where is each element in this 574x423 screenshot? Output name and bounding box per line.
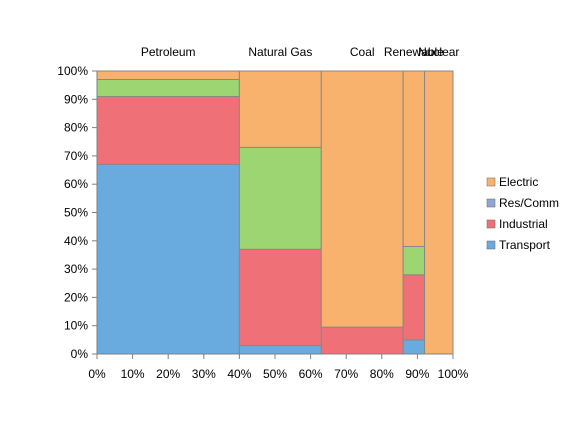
legend-swatch-transport (486, 240, 496, 250)
segment-coal-industrial (320, 326, 404, 355)
category-label-coal: Coal (350, 45, 375, 59)
x-tick-label: 70% (334, 367, 358, 381)
segment-renewable-industrial (402, 274, 426, 341)
category-label-natural-gas: Natural Gas (248, 45, 312, 59)
segment-petroleum-transport (96, 163, 240, 355)
x-axis-ticks: 0% 10% 20% 30% 40% 50% 60% 70% 80% 90% 100% (88, 354, 469, 381)
segment-renewable-transport (402, 339, 426, 355)
segment-coal-electric (320, 70, 404, 328)
chart-segments (96, 70, 454, 355)
x-tick-label: 100% (438, 367, 469, 381)
segment-nuclear-electric (424, 70, 454, 355)
y-axis-ticks: 0% 10% 20% 30% 40% 50% 60% 70% 80% 90% 100% (57, 64, 97, 361)
x-tick-label: 20% (156, 367, 180, 381)
segment-petroleum-electric (96, 70, 240, 80)
x-tick-label: 60% (299, 367, 323, 381)
x-tick-label: 0% (88, 367, 106, 381)
legend-label-electric: Electric (499, 175, 538, 189)
y-tick-label: 10% (64, 319, 88, 333)
legend-swatch-industrial (486, 219, 496, 229)
y-tick-label: 50% (64, 206, 88, 220)
segment-renewable-res-comm (402, 245, 426, 276)
segment-natural-gas-industrial (238, 248, 322, 347)
y-tick-label: 0% (71, 347, 89, 361)
y-tick-label: 60% (64, 177, 88, 191)
legend-swatch-electric (486, 177, 496, 187)
legend-swatch-res-comm (486, 198, 496, 208)
x-tick-label: 40% (227, 367, 251, 381)
y-tick-label: 90% (64, 92, 88, 106)
segment-natural-gas-res-comm (238, 146, 322, 250)
legend-label-transport: Transport (499, 238, 551, 252)
y-tick-label: 80% (64, 121, 88, 135)
x-tick-label: 30% (192, 367, 216, 381)
legend-label-res-comm: Res/Comm (499, 196, 559, 210)
segment-renewable-electric (402, 70, 426, 247)
category-label-petroleum: Petroleum (141, 45, 196, 59)
y-tick-label: 100% (57, 64, 88, 78)
chart-legend: Electric Res/Comm Industrial Transport (486, 175, 559, 252)
y-tick-label: 30% (64, 262, 88, 276)
x-tick-label: 50% (263, 367, 287, 381)
x-tick-label: 90% (405, 367, 429, 381)
y-tick-label: 20% (64, 290, 88, 304)
segment-petroleum-res-comm (96, 78, 240, 97)
x-tick-label: 10% (121, 367, 145, 381)
legend-label-industrial: Industrial (499, 217, 548, 231)
category-label-nuclear: Nuclear (418, 45, 459, 59)
category-label-renewable: Renewable (384, 45, 444, 59)
segment-natural-gas-transport (238, 345, 322, 355)
segment-petroleum-industrial (96, 95, 240, 165)
y-tick-label: 40% (64, 234, 88, 248)
x-tick-label: 80% (370, 367, 394, 381)
segment-natural-gas-electric (238, 70, 322, 148)
y-tick-label: 70% (64, 149, 88, 163)
